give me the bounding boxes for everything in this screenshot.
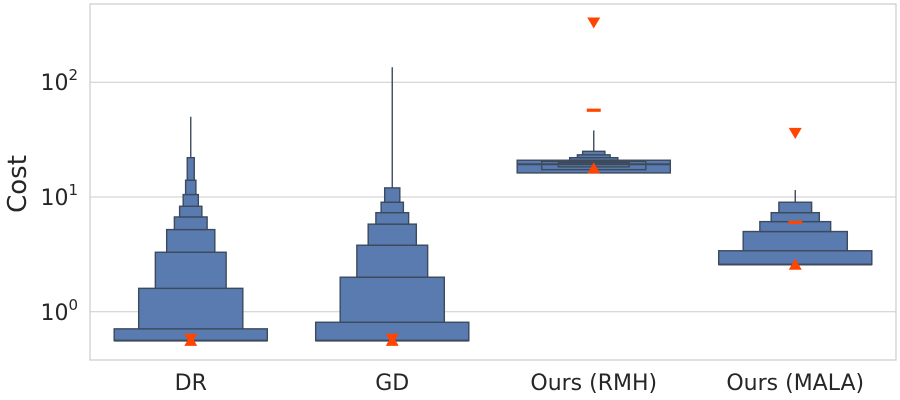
y-tick-label: 101 bbox=[40, 181, 78, 211]
max-marker bbox=[184, 333, 198, 345]
boxen-box bbox=[742, 230, 849, 252]
boxen-box bbox=[137, 287, 244, 330]
boxen-box bbox=[581, 150, 606, 156]
boxen-box bbox=[186, 156, 195, 181]
boxen-box bbox=[182, 193, 200, 207]
boxen-box bbox=[165, 228, 216, 253]
mean-marker bbox=[587, 162, 601, 174]
boxen-box bbox=[778, 201, 813, 214]
boxen-box bbox=[339, 276, 446, 323]
max-marker bbox=[385, 333, 399, 345]
x-category-label: Ours (RMH) bbox=[530, 371, 657, 396]
boxen-box bbox=[173, 216, 208, 231]
x-category-label: DR bbox=[175, 371, 207, 396]
max-marker bbox=[788, 127, 802, 139]
boxen-box bbox=[178, 205, 203, 218]
x-category-labels: DR GD Ours (RMH) Ours (MALA) bbox=[175, 371, 865, 396]
y-tick-label: 102 bbox=[40, 66, 78, 96]
y-tick-labels: 100 101 102 bbox=[40, 66, 78, 326]
marker-series bbox=[184, 17, 803, 346]
boxen-box bbox=[356, 244, 429, 278]
boxen-box bbox=[184, 179, 197, 196]
boxen-box bbox=[770, 211, 821, 223]
distribution-1 bbox=[314, 67, 470, 342]
max-marker bbox=[587, 17, 601, 29]
mean-marker bbox=[788, 258, 802, 270]
y-tick-label: 100 bbox=[40, 296, 78, 326]
boxen-box bbox=[367, 223, 418, 246]
x-category-label: GD bbox=[375, 371, 409, 396]
x-category-label: Ours (MALA) bbox=[726, 371, 864, 396]
boxen-box bbox=[154, 251, 227, 290]
y-axis-title: Cost bbox=[3, 155, 33, 213]
boxen-box bbox=[380, 201, 405, 214]
dash-marker bbox=[788, 220, 803, 225]
boxen-box bbox=[383, 187, 401, 203]
boxen-box bbox=[375, 211, 410, 225]
dash-marker bbox=[586, 108, 601, 112]
